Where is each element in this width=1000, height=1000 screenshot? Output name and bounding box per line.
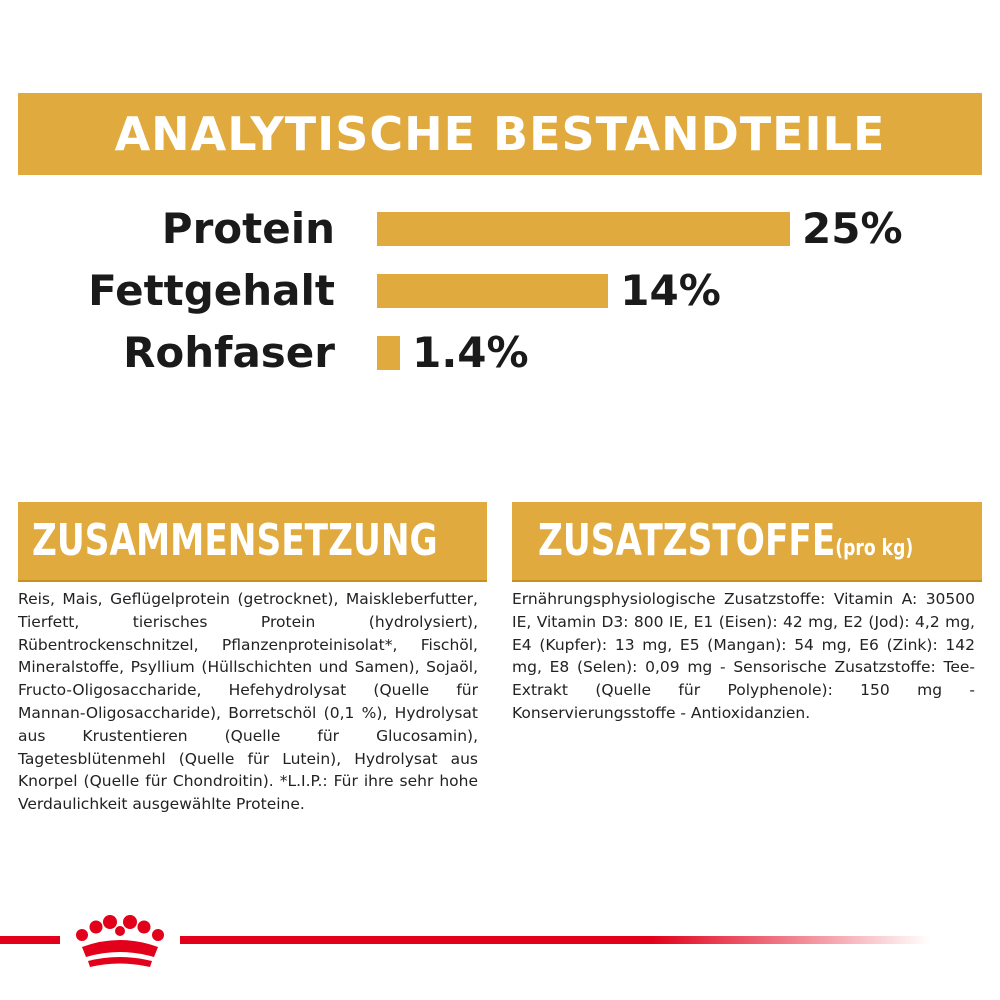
additives-unit: (pro kg) [835,536,914,561]
additives-heading: ZUSATZSTOFFE(pro kg) [538,502,914,580]
header-band: ANALYTISCHE BESTANDTEILE [18,93,982,175]
composition-text: Reis, Mais, Geflügelprotein (getrocknet)… [18,590,478,814]
value-label: 1.4% [412,328,529,377]
brand-line [0,936,930,944]
additives-text: Ernährungsphysiologische Zusatzstoffe: V… [512,590,975,722]
header-title: ANALYTISCHE BESTANDTEILE [114,107,886,161]
category-label: Fettgehalt [88,266,335,315]
composition-title: ZUSAMMENSETZUNG [32,515,438,566]
value-label: 25% [802,204,903,253]
category-label: Rohfaser [123,328,335,377]
brand-logo [60,905,180,977]
bar [377,274,609,308]
additives-header: ZUSATZSTOFFE(pro kg) [512,502,982,582]
bar [377,212,790,246]
category-label: Protein [161,204,335,253]
composition-header: ZUSAMMENSETZUNG [18,502,487,582]
value-label: 14% [620,266,721,315]
additives-title: ZUSATZSTOFFE [538,515,836,566]
bar [377,336,401,370]
